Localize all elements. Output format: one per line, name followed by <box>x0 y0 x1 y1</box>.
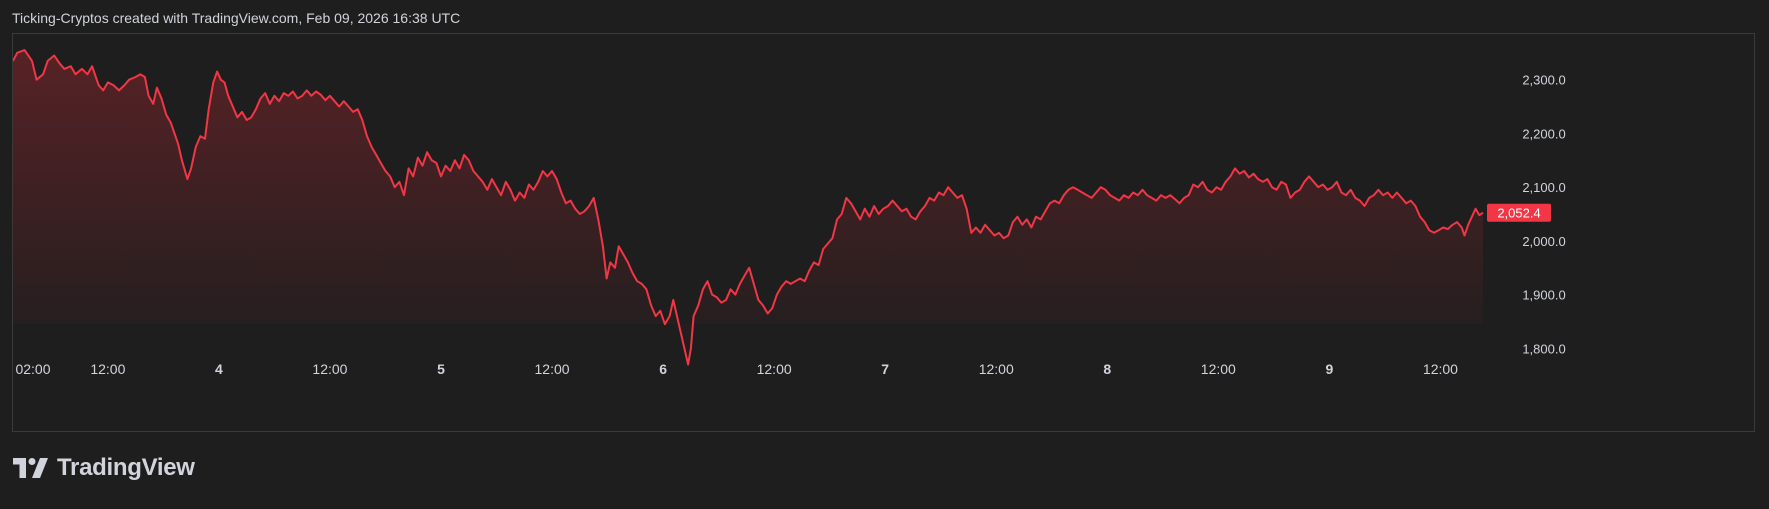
svg-text:2,052.4: 2,052.4 <box>1497 206 1540 221</box>
y-tick-label: 2,300.0 <box>1522 73 1565 88</box>
x-tick-label: 12:00 <box>90 361 125 377</box>
x-tick-label: 5 <box>437 361 445 377</box>
x-tick-label: 9 <box>1325 361 1333 377</box>
y-tick-label: 1,800.0 <box>1522 341 1565 356</box>
x-tick-label: 12:00 <box>1201 361 1236 377</box>
chart-panel[interactable]: 2,300.0 2,200.0 2,100.0 2,000.0 1,900.0 1,800… <box>12 33 1755 432</box>
x-tick-label: 12:00 <box>757 361 792 377</box>
y-tick-label: 2,000.0 <box>1522 234 1565 249</box>
x-tick-label: 12:00 <box>979 361 1014 377</box>
chart-caption: Ticking-Cryptos created with TradingView… <box>12 10 461 26</box>
x-tick-label: 12:00 <box>312 361 347 377</box>
y-tick-label: 2,200.0 <box>1522 126 1565 141</box>
x-tick-label: 12:00 <box>535 361 570 377</box>
x-tick-label: 4 <box>215 361 223 377</box>
x-tick-label: 8 <box>1103 361 1111 377</box>
price-line[interactable] <box>13 49 1484 366</box>
x-tick-label: 12:00 <box>1423 361 1458 377</box>
x-tick-label: 6 <box>659 361 667 377</box>
brand-name: TradingView <box>57 454 195 481</box>
y-tick-label: 1,900.0 <box>1522 288 1565 303</box>
price-area-fill <box>13 50 1483 365</box>
price-chart[interactable]: 2,300.0 2,200.0 2,100.0 2,000.0 1,900.0 1,800… <box>13 34 1754 431</box>
last-price-label: 2,052.4 <box>1487 203 1551 222</box>
tradingview-logo-icon <box>13 458 48 478</box>
x-tick-label: 02:00 <box>15 361 50 377</box>
y-tick-label: 2,100.0 <box>1522 180 1565 195</box>
tradingview-brand[interactable]: TradingView <box>13 454 195 482</box>
x-tick-label: 7 <box>881 361 889 377</box>
